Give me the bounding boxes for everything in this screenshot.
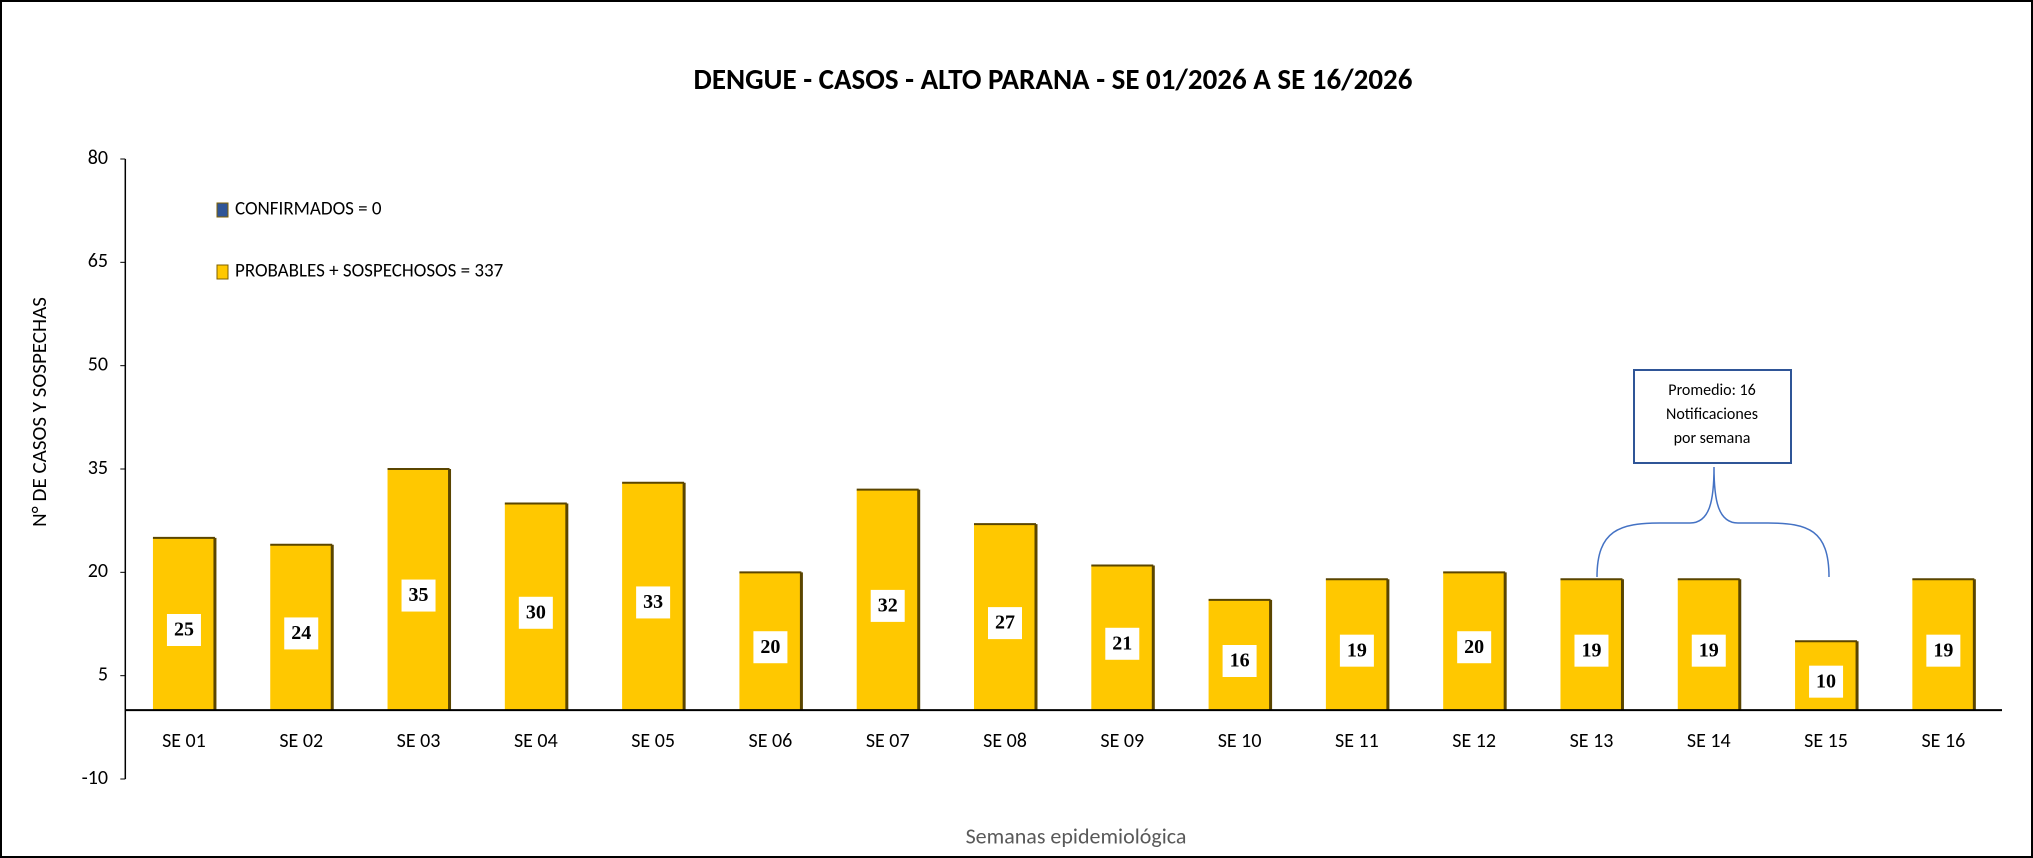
x-tick-label: SE 01	[162, 729, 206, 753]
x-tick-label: SE 09	[1100, 729, 1144, 753]
value-label: 19	[1933, 639, 1953, 661]
value-label-box	[1809, 665, 1844, 698]
value-label-box	[1691, 634, 1726, 667]
x-tick-label: SE 03	[397, 729, 441, 753]
value-label: 10	[1816, 670, 1836, 692]
x-tick-label: SE 15	[1804, 729, 1848, 753]
value-label-box	[753, 631, 788, 664]
legend-swatch	[216, 264, 229, 280]
y-axis-title: N° DE CASOS Y SOSPECHAS	[26, 297, 52, 527]
value-label-box	[1105, 627, 1140, 660]
value-label-box	[518, 596, 553, 629]
value-label: 19	[1699, 639, 1719, 661]
x-tick-label: SE 08	[983, 729, 1027, 753]
x-tick-label: SE 02	[279, 729, 323, 753]
value-label: 24	[291, 622, 311, 644]
value-label-box	[1457, 631, 1492, 664]
value-label: 27	[995, 612, 1015, 634]
x-tick-label: SE 11	[1335, 729, 1379, 753]
brace	[1596, 466, 1830, 578]
value-label: 35	[409, 584, 429, 606]
legend-label: PROBABLES + SOSPECHOSOS = 337	[235, 260, 504, 283]
value-label-box	[988, 607, 1023, 640]
legend-label: CONFIRMADOS = 0	[235, 198, 382, 221]
value-label: 19	[1581, 639, 1601, 661]
y-tick-label: 65	[88, 249, 108, 273]
chart-title: DENGUE - CASOS - ALTO PARANA - SE 01/202…	[694, 61, 1413, 97]
x-tick-label: SE 13	[1570, 729, 1614, 753]
value-label: 25	[174, 619, 194, 641]
annotation-text: por semana	[1674, 429, 1751, 448]
value-label-box	[166, 614, 201, 646]
annotation-text: Promedio: 16	[1668, 381, 1755, 400]
value-label: 20	[760, 636, 780, 658]
x-tick-label: SE 05	[631, 729, 675, 753]
value-label-box	[401, 579, 436, 612]
x-tick-label: SE 04	[514, 729, 558, 753]
x-tick-label: SE 12	[1452, 729, 1496, 753]
value-label-box	[1574, 634, 1609, 667]
value-label: 30	[526, 601, 546, 623]
x-axis-title: Semanas epidemiológica	[966, 822, 1187, 849]
value-label-box	[636, 586, 671, 619]
y-tick-label: 35	[88, 456, 108, 480]
annotation-text: Notificaciones	[1666, 405, 1758, 424]
x-tick-label: SE 06	[749, 729, 793, 753]
x-tick-label: SE 16	[1921, 729, 1965, 753]
value-label: 21	[1112, 632, 1132, 654]
legend-swatch	[216, 202, 229, 218]
y-tick-label: 80	[88, 146, 108, 170]
y-tick-label: 50	[88, 352, 108, 376]
value-label-box	[870, 589, 905, 622]
y-tick-label: 5	[98, 662, 108, 686]
value-label: 19	[1347, 639, 1367, 661]
x-tick-label: SE 10	[1218, 729, 1262, 753]
value-label-box	[1339, 634, 1374, 667]
value-label: 20	[1464, 636, 1484, 658]
annotation-box	[1633, 369, 1792, 464]
value-label: 33	[643, 591, 663, 613]
value-label-box	[1222, 645, 1257, 677]
value-label: 32	[878, 594, 898, 616]
value-label: 16	[1230, 650, 1250, 672]
value-label-box	[1926, 634, 1961, 667]
x-tick-label: SE 14	[1687, 729, 1731, 753]
x-tick-label: SE 07	[866, 729, 910, 753]
y-tick-label: 20	[88, 559, 108, 583]
y-tick-label: -10	[82, 766, 108, 790]
value-label-box	[284, 617, 319, 650]
